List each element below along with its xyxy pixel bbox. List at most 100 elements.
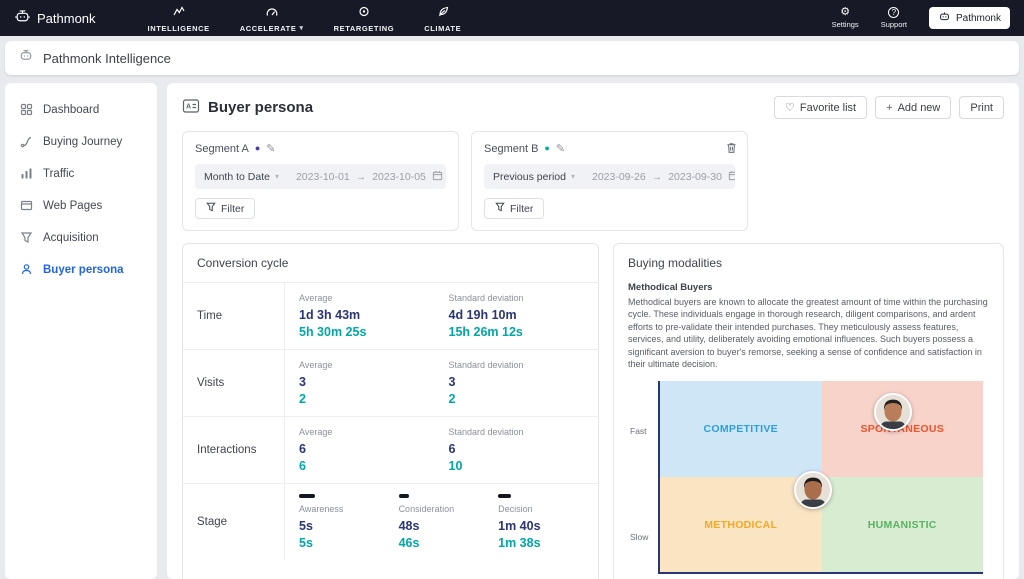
persona-icon	[20, 263, 33, 276]
segment-a-date-range[interactable]: 2023-10-01 → 2023-10-05	[288, 170, 446, 184]
segment-b-value: 6	[299, 459, 306, 473]
sidebar-item-acquisition[interactable]: Acquisition	[5, 223, 157, 252]
support-label: Support	[880, 20, 907, 29]
print-label: Print	[970, 101, 993, 114]
support-button[interactable]: ? Support	[881, 7, 907, 29]
brand-name: Pathmonk	[37, 10, 96, 26]
nav-label: CLIMATE	[424, 23, 462, 33]
segment-b-card: Segment B ● ✎ Previous period ▾ 2023-0	[471, 131, 748, 231]
add-new-button[interactable]: + Add new	[875, 96, 952, 119]
segment-a-value: 6	[299, 442, 306, 456]
date-from: 2023-09-26	[591, 170, 646, 183]
pathmonk-gray-logo-icon	[18, 49, 34, 67]
intelligence-icon	[173, 4, 185, 22]
average-header: Average	[299, 293, 333, 303]
segment-b-value: 2	[448, 392, 456, 406]
stage-bar	[299, 494, 315, 498]
nav-retargeting[interactable]: RETARGETING	[334, 4, 395, 33]
segment-a-name: Segment A	[195, 142, 249, 155]
settings-button[interactable]: ⚙ Settings	[831, 7, 859, 30]
y-axis-label-fast: Fast	[630, 426, 647, 437]
sidebar-item-label: Web Pages	[43, 199, 103, 212]
acquisition-funnel-icon	[20, 231, 33, 244]
table-row-visits: Visits Average 3 2 Standard deviation 3 …	[183, 350, 598, 417]
segment-a-value: 3	[448, 375, 456, 389]
segment-cards: Segment A ● ✎ Month to Date ▾ 2023-10-01…	[182, 131, 1004, 231]
segment-b-date-range[interactable]: 2023-09-26 → 2023-09-30	[584, 170, 735, 184]
print-button[interactable]: Print	[959, 96, 1004, 119]
sidebar-item-buying-journey[interactable]: Buying Journey	[5, 127, 157, 156]
average-header: Average	[299, 427, 333, 437]
segment-a-period-select[interactable]: Month to Date ▾	[195, 171, 288, 183]
calendar-icon	[432, 170, 443, 184]
filter-label: Filter	[221, 202, 245, 215]
primary-nav: INTELLIGENCE ACCELERATE ▾ RETARGETING CLI…	[148, 4, 462, 33]
segment-a-filter-button[interactable]: Filter	[195, 198, 256, 219]
nav-climate[interactable]: CLIMATE	[424, 4, 461, 33]
stage-consideration: Consideration 48s 46s	[398, 494, 499, 550]
heart-icon: ♡	[785, 102, 795, 114]
stage-name: Consideration	[398, 504, 455, 514]
nav-accelerate[interactable]: ACCELERATE ▾	[240, 4, 304, 33]
stage-awareness: Awareness 5s 5s	[299, 494, 399, 550]
segment-b-value: 15h 26m 12s	[448, 325, 523, 339]
sidebar-item-label: Acquisition	[43, 231, 99, 244]
nav-intelligence[interactable]: INTELLIGENCE	[148, 4, 210, 33]
sidebar-item-web-pages[interactable]: Web Pages	[5, 191, 157, 220]
delete-segment-icon[interactable]	[726, 141, 737, 159]
segment-b-period-select[interactable]: Previous period ▾	[484, 171, 584, 183]
period-value: Month to Date	[204, 170, 270, 183]
period-value: Previous period	[493, 170, 566, 183]
retargeting-icon	[358, 4, 370, 22]
segment-a-value: 6	[448, 442, 456, 456]
row-label: Visits	[183, 350, 285, 416]
row-values: Average 1d 3h 43m 5h 30m 25s Standard de…	[285, 283, 598, 349]
average-column: Average 1d 3h 43m 5h 30m 25s	[299, 293, 449, 339]
nav-label: ACCELERATE ▾	[240, 24, 304, 33]
account-switcher[interactable]: Pathmonk	[928, 7, 1010, 29]
table-row-interactions: Interactions Average 6 6 Standard deviat…	[183, 417, 598, 484]
sidebar-item-label: Traffic	[43, 167, 75, 180]
segment-b-value: 1m 38s	[498, 536, 541, 550]
y-axis-label-slow: Slow	[630, 532, 649, 543]
account-name: Pathmonk	[955, 12, 1001, 24]
segment-b-value: 5s	[299, 536, 313, 550]
settings-label: Settings	[831, 20, 859, 29]
filter-label: Filter	[510, 202, 534, 215]
segment-b-value: 2	[299, 392, 306, 406]
segment-a-value: 3	[299, 375, 306, 389]
stage-name: Decision	[498, 504, 533, 514]
favorite-list-button[interactable]: ♡ Favorite list	[774, 96, 868, 119]
sidebar-item-traffic[interactable]: Traffic	[5, 159, 157, 188]
stddev-header: Standard deviation	[448, 293, 524, 303]
sidebar-item-dashboard[interactable]: Dashboard	[5, 95, 157, 124]
row-label: Stage	[183, 484, 285, 560]
table-row-stage: Stage Awareness 5s 5s Consideration	[183, 484, 598, 560]
climate-icon	[437, 4, 449, 22]
calendar-icon	[728, 170, 735, 184]
sidebar-item-buyer-persona[interactable]: Buyer persona	[5, 255, 157, 284]
data-cards: Conversion cycle Time Average 1d 3h 43m …	[182, 243, 1004, 579]
add-new-label: Add new	[897, 101, 941, 114]
brand-logo[interactable]: Pathmonk	[14, 9, 96, 27]
chevron-down-icon: ▾	[274, 172, 279, 181]
average-column: Average 3 2	[299, 360, 449, 406]
page-title: A Buyer persona	[182, 98, 313, 118]
row-values: Average 6 6 Standard deviation 6 10	[285, 417, 598, 483]
edit-segment-icon[interactable]: ✎	[555, 143, 566, 155]
traffic-icon	[20, 167, 33, 180]
modality-description: Methodical buyers are known to allocate …	[628, 297, 988, 370]
segment-b-filter-button[interactable]: Filter	[484, 198, 545, 219]
quadrant-methodical: METHODICAL	[660, 476, 822, 573]
chevron-down-icon: ▾	[299, 25, 304, 32]
persona-avatar-center	[794, 471, 833, 510]
pathmonk-mini-logo-icon	[938, 11, 951, 25]
filter-funnel-icon	[495, 202, 505, 215]
app-header-bar: Pathmonk Intelligence	[5, 41, 1019, 75]
page-title-text: Buyer persona	[208, 99, 314, 116]
journey-icon	[20, 135, 33, 148]
segment-b-color-dot: ●	[544, 143, 550, 153]
stddev-column: Standard deviation 4d 19h 10m 15h 26m 12…	[449, 293, 599, 339]
edit-segment-icon[interactable]: ✎	[266, 143, 276, 155]
